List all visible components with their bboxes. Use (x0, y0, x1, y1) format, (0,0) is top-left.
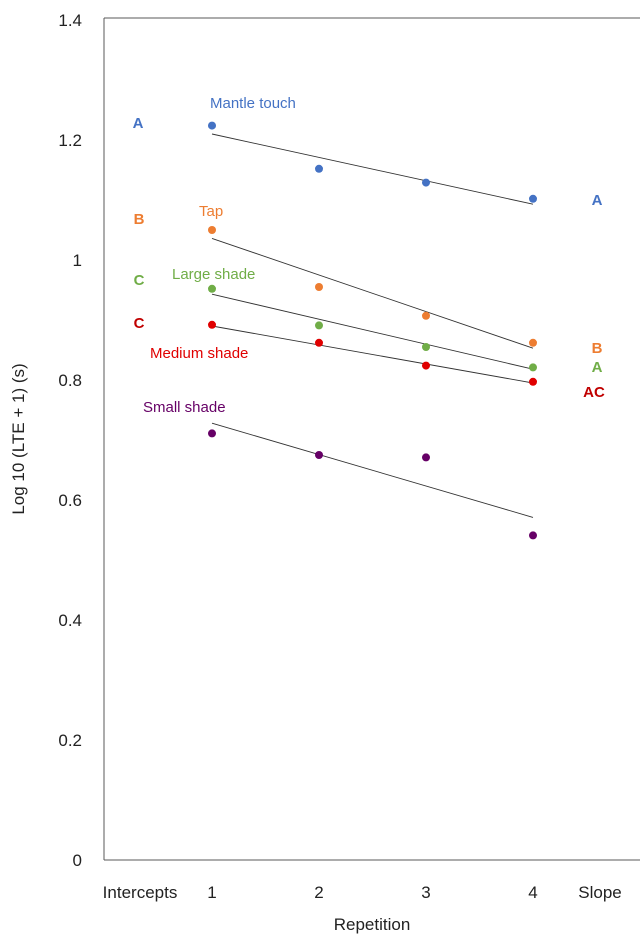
y-tick-label: 1.4 (58, 11, 82, 30)
x-tick-label: Slope (578, 883, 621, 902)
data-point (422, 178, 430, 187)
series-label: Tap (199, 203, 223, 220)
data-point (529, 338, 537, 347)
data-point (315, 164, 323, 173)
series-label: Medium shade (150, 345, 248, 362)
trendline (211, 293, 534, 370)
intercept-group-letter: C (134, 272, 145, 289)
data-point (422, 311, 430, 320)
data-point (315, 321, 323, 330)
axes (103, 17, 640, 861)
y-tick-label: 0.8 (58, 371, 82, 390)
y-tick-label: 0.6 (58, 491, 82, 510)
x-tick-label: 1 (207, 883, 216, 902)
intercept-group-letter: A (133, 115, 144, 132)
y-tick-label: 0.2 (58, 731, 82, 750)
slope-group-letter: AC (583, 384, 605, 401)
series-label: Large shade (172, 266, 255, 283)
slope-group-letter: A (592, 192, 603, 209)
data-point (315, 451, 323, 459)
x-tick-label: 4 (528, 883, 537, 902)
trendlines (211, 133, 534, 518)
y-tick-label: 1.2 (58, 131, 82, 150)
x-tick-label: Intercepts (103, 883, 178, 902)
trendline (211, 133, 534, 205)
data-point (529, 363, 537, 372)
y-tick-label: 0.4 (58, 611, 82, 630)
data-point (422, 361, 430, 370)
trendline (211, 237, 534, 349)
intercept-group-letter: C (134, 315, 145, 332)
data-point (208, 284, 216, 293)
x-axis-title: Repetition (334, 915, 411, 934)
x-tick-label: 2 (314, 883, 323, 902)
series-label: Small shade (143, 399, 226, 416)
data-point (422, 453, 430, 462)
data-point (422, 343, 430, 351)
data-point (208, 121, 216, 130)
slope-group-letter: B (592, 340, 603, 357)
data-point (208, 429, 216, 438)
y-tick-labels: 0 0.2 0.4 0.6 0.8 1 1.2 1.4 (58, 11, 82, 870)
y-tick-label: 1 (73, 251, 82, 270)
slope-group-letter: A (592, 359, 603, 376)
x-tick-labels: Intercepts 1 2 3 4 Slope (103, 883, 622, 902)
series-labels: Mantle touch Tap Large shade Medium shade Sm… (143, 95, 296, 416)
data-point (315, 338, 323, 347)
intercept-group-letter: B (134, 211, 145, 228)
y-tick-label: 0 (73, 851, 82, 870)
data-point (529, 531, 537, 540)
trendline (211, 422, 534, 518)
data-point (208, 320, 216, 329)
data-points (208, 121, 537, 540)
trendline (211, 325, 534, 384)
y-axis-title: Log 10 (LTE + 1) (s) (9, 363, 28, 514)
series-label: Mantle touch (210, 95, 296, 112)
x-tick-label: 3 (421, 883, 430, 902)
data-point (315, 283, 323, 291)
data-point (208, 226, 216, 234)
data-point (529, 377, 537, 386)
data-point (529, 194, 537, 203)
